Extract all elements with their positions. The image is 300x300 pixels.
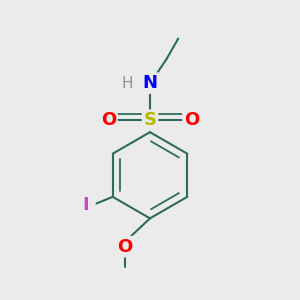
- Text: O: O: [101, 111, 116, 129]
- Text: N: N: [142, 74, 158, 92]
- Text: O: O: [184, 111, 199, 129]
- Text: H: H: [122, 76, 134, 91]
- Text: O: O: [117, 238, 132, 256]
- Text: S: S: [143, 111, 157, 129]
- Text: I: I: [83, 196, 89, 214]
